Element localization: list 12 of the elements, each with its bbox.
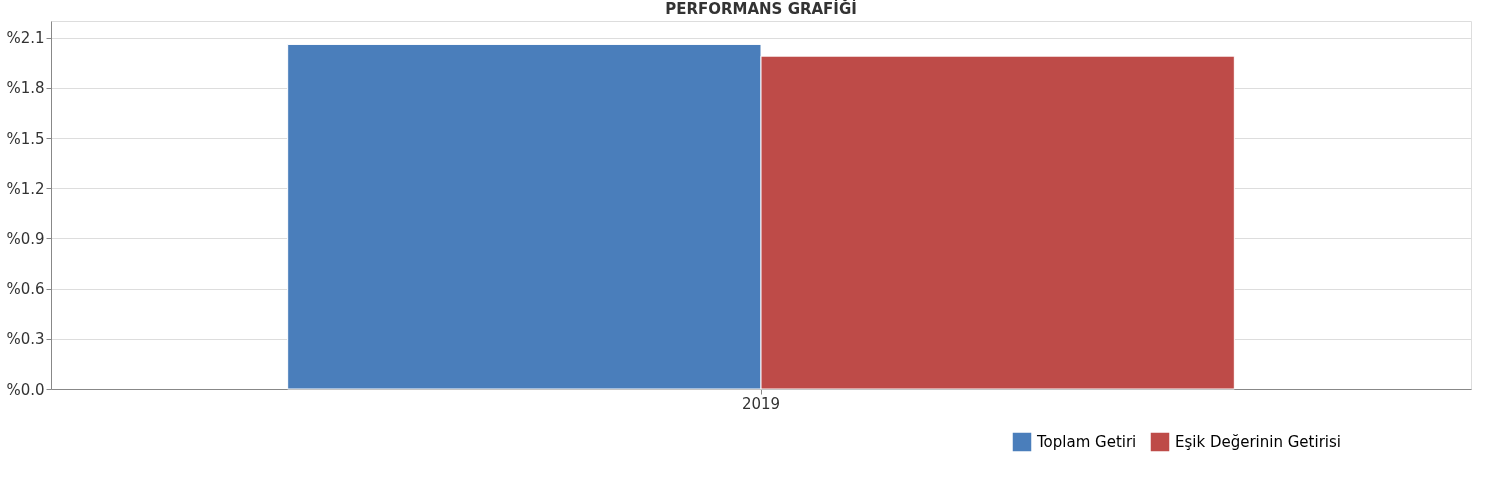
y-tick-label: %0.0 <box>6 380 45 399</box>
y-tick-label: %2.1 <box>6 29 45 48</box>
legend-label: Eşik Değerinin Getirisi <box>1175 433 1341 451</box>
chart-title: PERFORMANS GRAFİĞİ <box>665 0 857 18</box>
y-tick-label: %0.6 <box>6 280 45 299</box>
y-tick-label: %0.9 <box>6 229 45 248</box>
y-tick-label: %1.8 <box>6 79 45 98</box>
legend-label: Toplam Getiri <box>1036 433 1137 451</box>
x-tick-label: 2019 <box>741 394 781 413</box>
y-tick-label: %0.3 <box>6 330 45 349</box>
y-tick-label: %1.5 <box>6 129 45 148</box>
y-tick-label: %1.2 <box>6 179 45 198</box>
